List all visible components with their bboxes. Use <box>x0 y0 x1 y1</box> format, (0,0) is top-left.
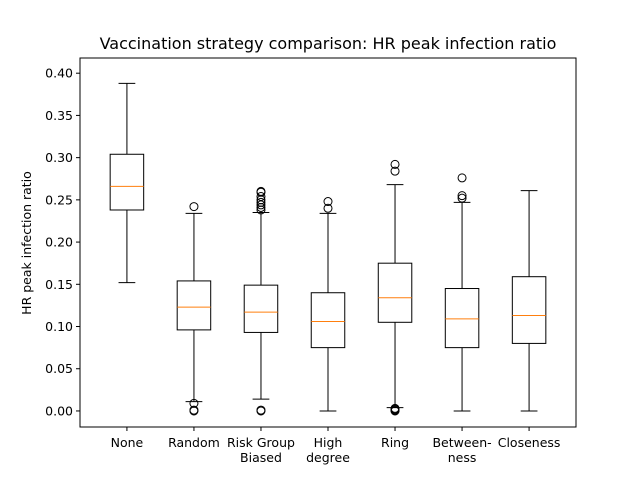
box-group <box>444 173 480 412</box>
y-axis: 0.00 0.05 0.10 0.15 0.20 0.25 0.30 0.35 0.40 <box>45 66 80 418</box>
plot-frame <box>79 57 577 428</box>
y-tick-label: 0.05 <box>45 361 73 376</box>
y-tick-label: 0.00 <box>45 403 73 418</box>
y-tick-label: 0.40 <box>45 66 73 81</box>
x-tick-label: High <box>314 435 343 450</box>
x-tick-label: Biased <box>240 450 282 465</box>
x-tick-label: None <box>111 435 144 450</box>
outlier-point <box>189 202 199 212</box>
x-tick-label: degree <box>306 450 350 465</box>
iqr-box <box>377 262 413 323</box>
outlier-point <box>390 159 400 169</box>
iqr-box <box>511 276 547 344</box>
iqr-box <box>109 153 145 211</box>
x-tick-label: ness <box>448 450 477 465</box>
outlier-point <box>323 203 333 213</box>
y-tick-label: 0.25 <box>45 192 73 207</box>
x-tick-label: Between- <box>432 435 491 450</box>
iqr-box <box>176 280 212 331</box>
box-group <box>243 186 279 416</box>
x-tick-label: Closeness <box>498 435 561 450</box>
x-tick-label: Ring <box>381 435 409 450</box>
x-tick-label: Random <box>168 435 220 450</box>
y-tick-label: 0.10 <box>45 319 73 334</box>
outlier-point <box>256 197 266 207</box>
iqr-box <box>310 292 346 349</box>
outlier-point <box>457 191 467 201</box>
box-group <box>176 202 212 416</box>
outlier-point <box>256 186 266 196</box>
y-tick-label: 0.20 <box>45 235 73 250</box>
outlier-point <box>390 403 400 413</box>
x-tick-label: Risk Group <box>227 435 295 450</box>
iqr-box <box>444 288 480 349</box>
box-group <box>511 190 547 412</box>
plot-area <box>109 82 547 416</box>
outlier-point <box>323 197 333 207</box>
outlier-point <box>256 191 266 201</box>
y-tick-label: 0.35 <box>45 108 73 123</box>
y-tick-label: 0.15 <box>45 277 73 292</box>
y-axis-label: HR peak infection ratio <box>19 171 34 315</box>
outlier-point <box>457 173 467 183</box>
outlier-point <box>189 405 199 415</box>
box-group <box>109 82 145 284</box>
outlier-point <box>390 166 400 176</box>
chart-title: Vaccination strategy comparison: HR peak… <box>100 34 557 53</box>
y-tick-label: 0.30 <box>45 150 73 165</box>
outlier-point <box>256 405 266 415</box>
outlier-point <box>189 398 199 408</box>
box-group <box>310 197 346 412</box>
box-group <box>377 159 413 416</box>
outlier-point <box>457 193 467 203</box>
iqr-box <box>243 284 279 333</box>
